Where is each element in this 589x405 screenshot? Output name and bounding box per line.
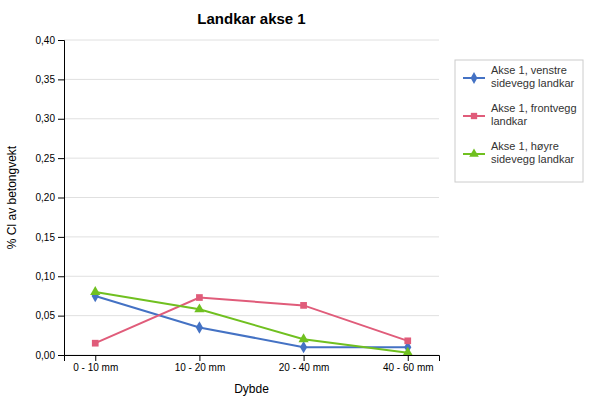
tick-label: 0,25 — [36, 153, 56, 164]
tick: 0,35 — [36, 74, 64, 85]
tick: 0,30 — [36, 113, 64, 124]
tick: 0,00 — [36, 350, 64, 361]
tick-mark — [58, 276, 64, 277]
series-markers — [92, 294, 411, 346]
legend-label: Akse 1, høyresidevegg landkar — [491, 140, 575, 165]
point — [196, 321, 203, 333]
point — [298, 333, 308, 342]
point — [194, 303, 204, 312]
tick-mark — [58, 316, 64, 317]
tick-label: 10 - 20 mm — [175, 362, 226, 373]
tick-mark — [95, 355, 96, 361]
axis-line — [65, 356, 440, 362]
tick-mark — [199, 355, 200, 361]
point — [90, 286, 100, 295]
chart: 0,00 0,05 0,10 0,15 0,20 0,25 0,30 0,35 0,40 0 - … — [0, 0, 589, 405]
tick-label: 0,05 — [36, 310, 56, 321]
grid-line — [64, 158, 439, 159]
series-markers — [90, 286, 413, 355]
tick: 0 - 10 mm — [73, 355, 118, 373]
grid-line — [64, 118, 439, 119]
grid-line — [64, 40, 439, 41]
legend-item: Akse 1, høyresidevegg landkar — [463, 140, 575, 165]
tick-label: 0 - 10 mm — [73, 362, 118, 373]
grid-line — [64, 315, 439, 316]
point — [92, 340, 99, 347]
grid-line — [64, 197, 439, 198]
tick: 0,25 — [36, 153, 64, 164]
x-axis-title: Dybde — [234, 382, 269, 396]
legend-marker — [471, 113, 477, 119]
grid-line — [64, 79, 439, 80]
tick-mark — [58, 355, 64, 356]
grid — [64, 40, 439, 355]
legend-item: Akse 1, venstresidevegg landkar — [463, 64, 575, 89]
tick-mark — [58, 198, 64, 199]
y-axis: 0,00 0,05 0,10 0,15 0,20 0,25 0,30 0,35 0,40 — [36, 35, 65, 361]
tick: 40 - 60 mm — [383, 355, 434, 373]
point — [300, 341, 307, 353]
tick-mark — [58, 119, 64, 120]
legend-label: Akse 1, venstresidevegg landkar — [491, 64, 575, 89]
x-axis: 0 - 10 mm 10 - 20 mm 20 - 40 mm 40 - 60 mm — [65, 355, 440, 373]
tick-label: 0,35 — [36, 74, 56, 85]
legend-box — [455, 60, 583, 182]
tick-label: 0,15 — [36, 232, 56, 243]
legend: Akse 1, venstresidevegg landkar Akse 1, f… — [455, 60, 583, 182]
tick-label: 0,00 — [36, 350, 56, 361]
tick-label: 20 - 40 mm — [279, 362, 330, 373]
legend-item: Akse 1, frontvegglandkar — [463, 102, 577, 127]
tick: 0,40 — [36, 35, 64, 46]
tick-mark — [304, 355, 305, 361]
legend-label: Akse 1, frontvegglandkar — [491, 102, 577, 127]
marks — [90, 286, 413, 355]
plot: 0,00 0,05 0,10 0,15 0,20 0,25 0,30 0,35 0,40 0 - … — [36, 35, 440, 373]
tick: 0,20 — [36, 192, 64, 203]
tick-mark — [58, 40, 64, 41]
tick: 0,10 — [36, 271, 64, 282]
point — [196, 294, 203, 301]
tick-mark — [58, 79, 64, 80]
title: Landkar akse 1 — [197, 10, 305, 27]
point — [404, 337, 411, 344]
point — [403, 347, 413, 355]
tick-mark — [58, 237, 64, 238]
tick: 20 - 40 mm — [279, 355, 330, 373]
y-axis-title: % Cl av betongvekt — [5, 145, 19, 249]
tick-label: 0,10 — [36, 271, 56, 282]
tick-mark — [58, 158, 64, 159]
tick: 0,05 — [36, 310, 64, 321]
series-line — [95, 296, 408, 347]
legend-marker — [469, 148, 479, 156]
tick-label: 40 - 60 mm — [383, 362, 434, 373]
series-line — [95, 292, 408, 353]
series-line — [95, 298, 408, 344]
grid-line — [64, 276, 439, 277]
axis-line — [58, 41, 65, 356]
tick-label: 0,40 — [36, 35, 56, 46]
grid-line — [64, 236, 439, 237]
tick: 0,15 — [36, 232, 64, 243]
legend-marker — [471, 72, 478, 84]
tick-mark — [408, 355, 409, 361]
point — [300, 302, 307, 309]
tick-label: 0,30 — [36, 113, 56, 124]
series-markers — [92, 290, 412, 354]
tick-label: 0,20 — [36, 192, 56, 203]
tick: 10 - 20 mm — [175, 355, 226, 373]
